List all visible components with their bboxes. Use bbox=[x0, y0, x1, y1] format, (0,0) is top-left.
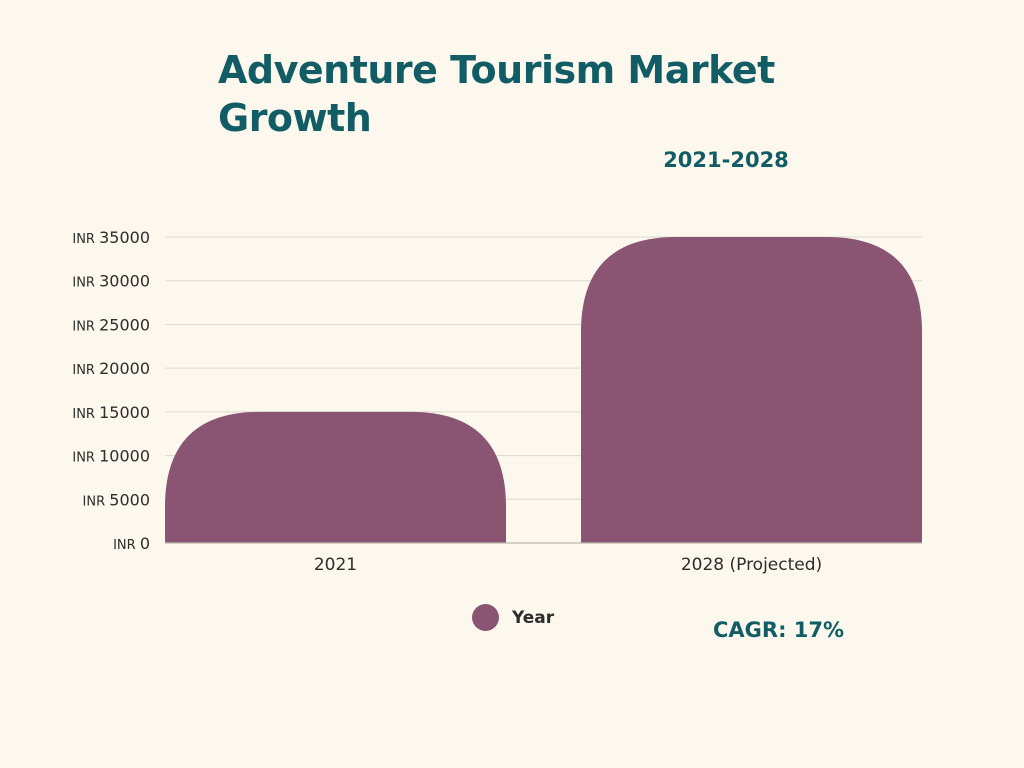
chart-subtitle: 2021-2028 bbox=[663, 148, 789, 172]
bar bbox=[165, 411, 506, 543]
y-tick-label: INR 25000 bbox=[72, 315, 150, 334]
y-tick-label: INR 5000 bbox=[83, 490, 150, 509]
chart-title: Adventure Tourism Market Growth bbox=[218, 48, 775, 140]
cagr-annotation: CAGR: 17% bbox=[713, 618, 845, 642]
x-tick-label: 2021 bbox=[314, 555, 357, 575]
y-tick-label: INR 15000 bbox=[72, 403, 150, 422]
legend-label: Year bbox=[512, 607, 555, 628]
legend: Year bbox=[472, 604, 554, 631]
y-tick-label: INR 10000 bbox=[72, 447, 150, 466]
y-tick-label: INR 0 bbox=[113, 534, 150, 553]
y-tick-label: INR 30000 bbox=[72, 272, 150, 291]
bar bbox=[581, 237, 922, 543]
y-tick-label: INR 35000 bbox=[72, 228, 150, 247]
y-tick-label: INR 20000 bbox=[72, 359, 150, 378]
legend-swatch bbox=[472, 604, 499, 631]
x-tick-label: 2028 (Projected) bbox=[681, 555, 822, 575]
